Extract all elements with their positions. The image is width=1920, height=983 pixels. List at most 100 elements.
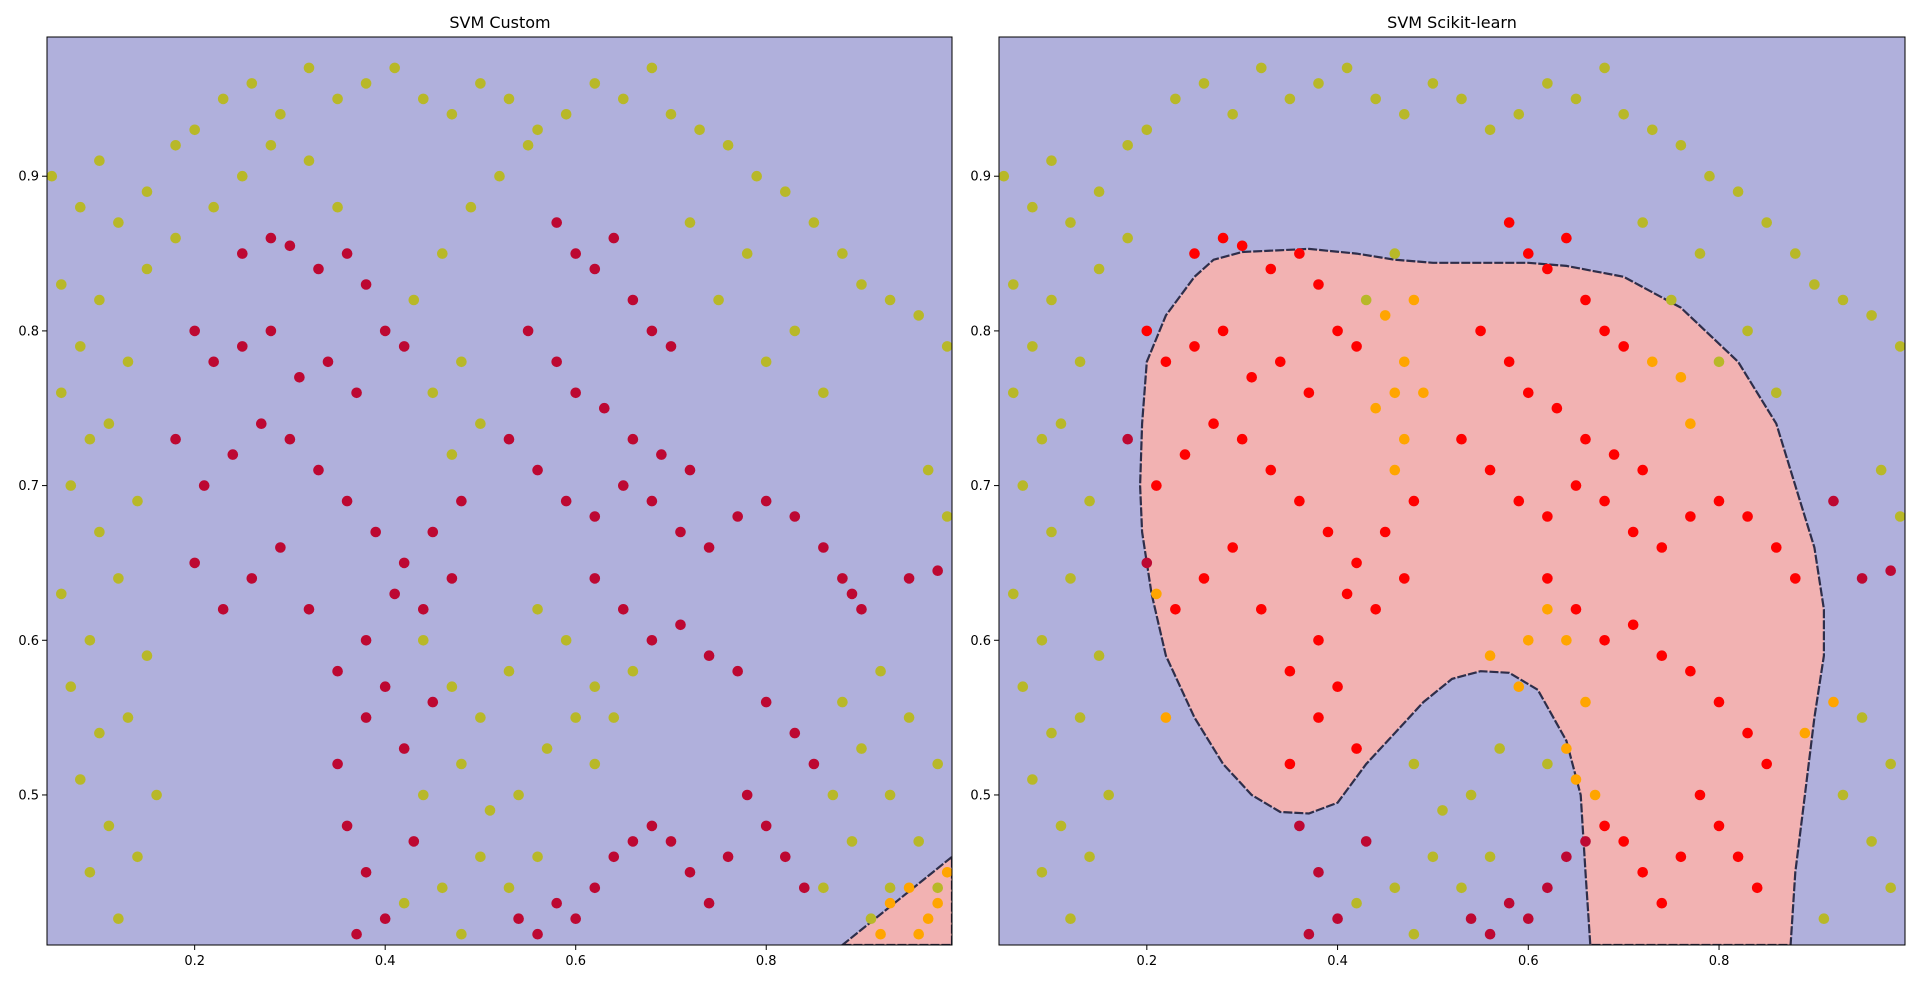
scatter-point [608, 851, 620, 863]
scatter-point [47, 170, 58, 182]
scatter-point [1370, 93, 1381, 105]
scatter-point [1866, 310, 1877, 321]
scatter-point [446, 681, 458, 692]
scatter-point [370, 526, 382, 538]
scatter-point [1837, 294, 1849, 306]
scatter-point [1561, 743, 1572, 754]
scatter-point [1008, 279, 1019, 290]
scatter-point [398, 897, 410, 909]
plot-area [999, 62, 1905, 945]
scatter-point [189, 325, 200, 337]
scatter-point [65, 480, 77, 491]
scatter-point [1580, 836, 1591, 847]
scatter-point [884, 294, 896, 306]
scatter-point [1828, 696, 1839, 708]
scatter-point [627, 294, 639, 306]
x-tick-label: 0.6 [1518, 954, 1539, 969]
scatter-point [1561, 851, 1572, 863]
scatter-point [665, 109, 677, 120]
scatter-point [94, 526, 105, 538]
scatter-point [1875, 464, 1887, 476]
scatter-point [1503, 897, 1515, 909]
scatter-point [1542, 573, 1553, 584]
scatter-point [1484, 851, 1496, 863]
scatter-point [246, 573, 258, 584]
scatter-point [1503, 356, 1515, 368]
scatter-point [1513, 109, 1525, 120]
scatter-point [856, 604, 867, 615]
scatter-point [360, 635, 372, 646]
chart-svm-scikit-learn: SVM Scikit-learn 0.2 0.4 0.6 0.8 0.5 0.6 0.7 0.… [970, 13, 1906, 969]
scatter-point [1198, 573, 1210, 584]
scatter-point [379, 681, 391, 692]
scatter-point [1856, 573, 1868, 584]
scatter-point [418, 635, 429, 646]
scatter-point [1227, 542, 1238, 553]
scatter-point [1284, 665, 1296, 677]
scatter-point [1685, 665, 1696, 677]
scatter-point [1227, 109, 1238, 120]
scatter-point [1256, 604, 1267, 615]
scatter-point [1790, 573, 1801, 584]
x-tick-label: 0.8 [1709, 954, 1730, 969]
scatter-point [1618, 836, 1629, 847]
scatter-point [1093, 186, 1105, 197]
chart-svm-custom: SVM Custom 0.2 0.4 0.6 0.8 0.5 0.6 0.7 0.8 0.9 [18, 13, 953, 969]
scatter-point [884, 897, 896, 909]
scatter-point [1046, 727, 1057, 739]
scatter-point [875, 665, 886, 677]
scatter-point [1713, 495, 1725, 507]
scatter-point [1761, 758, 1772, 770]
scatter-point [503, 93, 515, 105]
scatter-point [627, 665, 639, 677]
scatter-point [589, 882, 601, 894]
scatter-point [1742, 727, 1753, 739]
scatter-point [84, 867, 96, 878]
scatter-point [1523, 248, 1534, 259]
scatter-point [456, 928, 467, 940]
y-tick-label: 0.5 [970, 788, 991, 803]
scatter-point [1160, 712, 1172, 723]
scatter-point [1790, 248, 1801, 259]
scatter-point [1637, 867, 1648, 878]
scatter-point [1456, 882, 1467, 894]
scatter-point [541, 743, 553, 754]
scatter-point [1685, 418, 1696, 430]
scatter-point [1637, 217, 1648, 228]
scatter-point [341, 495, 353, 507]
scatter-point [1151, 480, 1162, 491]
scatter-point [1580, 433, 1591, 445]
decision-region-negative [47, 37, 952, 945]
scatter-point [1523, 913, 1534, 924]
scatter-point [132, 495, 143, 507]
scatter-point [875, 928, 886, 940]
scatter-point [1475, 325, 1486, 337]
scatter-point [1484, 124, 1496, 136]
scatter-point [1236, 240, 1248, 252]
scatter-point [503, 882, 515, 894]
scatter-point [1666, 294, 1677, 306]
scatter-point [418, 604, 429, 615]
scatter-point [1513, 495, 1525, 507]
scatter-point [1561, 232, 1572, 244]
x-tick-label: 0.6 [565, 954, 586, 969]
scatter-point [1561, 635, 1572, 646]
scatter-point [1379, 310, 1391, 321]
y-tick-label: 0.8 [18, 324, 39, 339]
scatter-point [570, 712, 581, 723]
scatter-point [665, 836, 677, 847]
scatter-point [1360, 836, 1372, 847]
scatter-point [170, 140, 181, 151]
scatter-point [903, 882, 915, 894]
scatter-point [1828, 495, 1839, 507]
scatter-point [922, 913, 934, 924]
scatter-point [1008, 588, 1019, 600]
scatter-point [589, 263, 601, 275]
scatter-point [1570, 774, 1582, 785]
scatter-point [1484, 650, 1496, 661]
scatter-point [1694, 248, 1706, 259]
scatter-point [1379, 526, 1391, 538]
scatter-point [1046, 294, 1057, 306]
scatter-series [875, 867, 952, 940]
scatter-point [532, 464, 543, 476]
